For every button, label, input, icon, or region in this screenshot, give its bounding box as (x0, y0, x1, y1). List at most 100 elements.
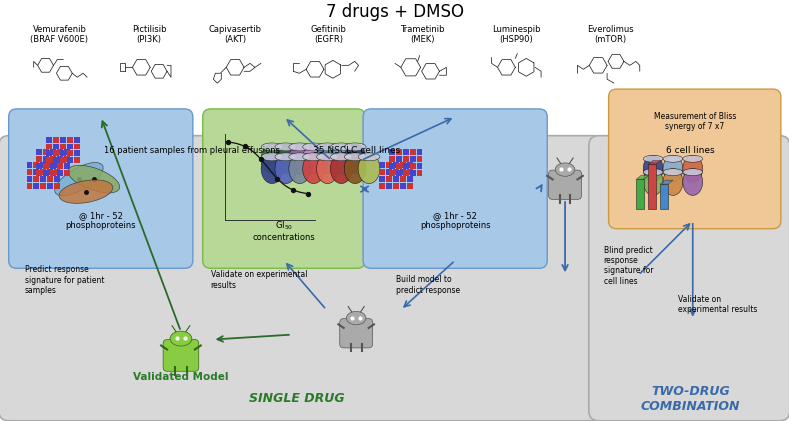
Ellipse shape (54, 163, 103, 196)
Bar (50, 170, 56, 176)
Bar (54, 176, 60, 182)
Text: 35 NSCLC cell lines: 35 NSCLC cell lines (312, 146, 400, 155)
Bar (43, 170, 49, 176)
Ellipse shape (643, 169, 663, 176)
Bar (409, 163, 416, 169)
Bar (74, 137, 80, 143)
Bar (393, 163, 398, 168)
Ellipse shape (275, 144, 297, 173)
Bar (402, 163, 409, 169)
Bar (660, 184, 668, 209)
Bar (36, 170, 43, 176)
Bar (389, 170, 394, 176)
Bar (64, 157, 70, 163)
Bar (43, 149, 49, 155)
Bar (33, 169, 39, 175)
Bar (47, 183, 53, 189)
Ellipse shape (643, 155, 663, 182)
Text: @ 1hr - 52
phosphoproteins: @ 1hr - 52 phosphoproteins (65, 211, 136, 230)
Polygon shape (636, 175, 649, 179)
Bar (57, 163, 63, 169)
Bar (409, 157, 416, 163)
Bar (27, 163, 32, 168)
Text: Build model to
predict response: Build model to predict response (396, 275, 460, 295)
Text: (AKT): (AKT) (224, 35, 246, 44)
Ellipse shape (261, 154, 283, 184)
Text: (PI3K): (PI3K) (136, 35, 162, 44)
Ellipse shape (331, 153, 352, 161)
Text: 16 patient samples from pleural effusions: 16 patient samples from pleural effusion… (103, 146, 280, 155)
Point (287, 187, 300, 194)
Bar (379, 176, 385, 182)
Text: Validated Model: Validated Model (133, 372, 229, 382)
Ellipse shape (346, 312, 366, 325)
Bar (27, 183, 32, 189)
FancyBboxPatch shape (203, 109, 365, 268)
Bar (67, 150, 73, 157)
Bar (64, 163, 70, 169)
Ellipse shape (344, 144, 366, 173)
Ellipse shape (316, 153, 338, 161)
Bar (54, 183, 60, 189)
Bar (379, 163, 385, 168)
Bar (40, 169, 47, 175)
Bar (409, 149, 416, 155)
Ellipse shape (261, 143, 283, 151)
Point (238, 143, 251, 150)
Ellipse shape (682, 169, 703, 176)
Bar (636, 179, 645, 209)
Bar (386, 183, 392, 189)
Text: @ 1hr - 52
phosphoproteins: @ 1hr - 52 phosphoproteins (420, 211, 491, 230)
Bar (406, 183, 413, 189)
Text: 6 cell lines: 6 cell lines (667, 146, 715, 155)
Text: Validate on experimental
results: Validate on experimental results (211, 270, 307, 290)
Ellipse shape (331, 143, 352, 151)
FancyBboxPatch shape (363, 109, 548, 268)
FancyBboxPatch shape (608, 89, 781, 229)
Bar (417, 157, 422, 163)
Text: (mTOR): (mTOR) (594, 35, 626, 44)
Bar (389, 149, 394, 155)
Bar (40, 183, 47, 189)
Bar (60, 144, 66, 149)
Ellipse shape (643, 169, 663, 195)
Ellipse shape (331, 144, 352, 173)
Polygon shape (649, 160, 661, 164)
Ellipse shape (358, 153, 380, 161)
Bar (54, 169, 60, 175)
Text: Pictilisib: Pictilisib (132, 25, 166, 34)
Bar (50, 157, 56, 163)
Bar (67, 137, 73, 143)
Text: (EGFR): (EGFR) (314, 35, 343, 44)
Point (271, 175, 283, 182)
Bar (400, 176, 406, 182)
Ellipse shape (289, 144, 311, 173)
Bar (400, 183, 406, 189)
Text: (BRAF V600E): (BRAF V600E) (31, 35, 88, 44)
Bar (74, 144, 80, 149)
Ellipse shape (68, 165, 120, 193)
Text: GI$_{50}$
concentrations: GI$_{50}$ concentrations (252, 219, 316, 242)
Bar (47, 176, 53, 182)
Ellipse shape (682, 155, 703, 162)
Ellipse shape (289, 154, 311, 184)
Bar (53, 137, 59, 143)
Text: Blind predict
response
signature for
cell lines: Blind predict response signature for cel… (604, 245, 653, 286)
FancyBboxPatch shape (340, 319, 372, 348)
Bar (47, 157, 52, 163)
Bar (396, 157, 402, 163)
Bar (60, 150, 66, 157)
Text: (MEK): (MEK) (410, 35, 435, 44)
Ellipse shape (682, 169, 703, 195)
Bar (54, 163, 60, 168)
Bar (57, 157, 63, 163)
Text: Predict response
signature for patient
samples: Predict response signature for patient s… (24, 265, 104, 295)
Polygon shape (660, 180, 673, 184)
Point (255, 156, 267, 163)
Bar (33, 176, 39, 182)
Bar (57, 149, 63, 155)
Bar (50, 163, 56, 169)
Text: TWO-DRUG
COMBINATION: TWO-DRUG COMBINATION (641, 385, 741, 413)
Bar (27, 176, 32, 182)
Bar (417, 149, 422, 155)
